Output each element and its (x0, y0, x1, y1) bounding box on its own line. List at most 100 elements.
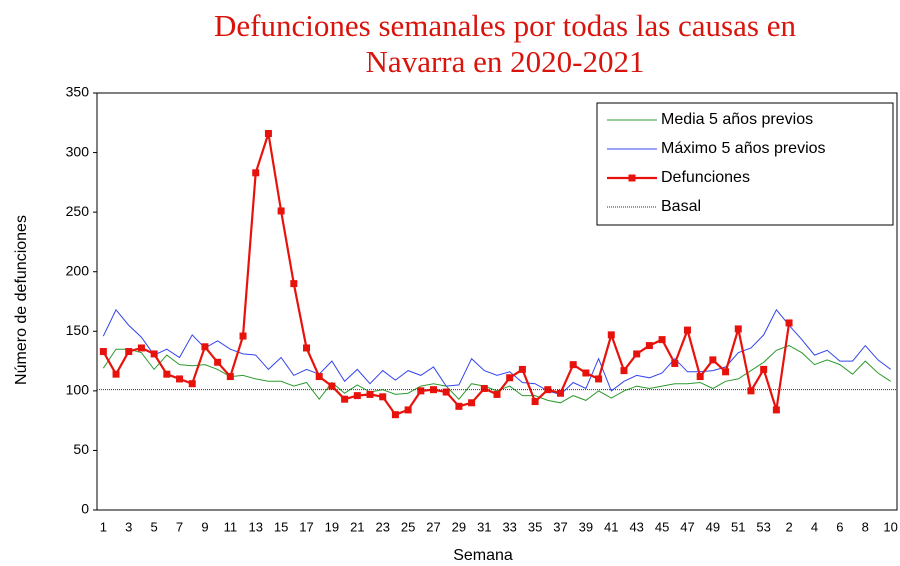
marker (785, 319, 793, 327)
x-tick-label: 47 (680, 519, 694, 534)
marker (163, 370, 171, 378)
x-tick-label: 37 (553, 519, 567, 534)
marker (442, 388, 450, 396)
marker (595, 375, 603, 383)
x-axis-label: Semana (453, 547, 513, 564)
y-tick-label: 300 (66, 143, 90, 159)
marker (734, 325, 742, 333)
marker (353, 392, 361, 400)
marker (264, 130, 272, 138)
marker (645, 342, 653, 350)
marker (150, 350, 158, 358)
x-tick-label: 9 (201, 519, 208, 534)
marker (112, 370, 120, 378)
x-tick-label: 29 (452, 519, 466, 534)
series-line (102, 345, 891, 404)
marker (696, 373, 704, 381)
x-tick-label: 17 (299, 519, 313, 534)
x-tick-label: 2 (785, 519, 792, 534)
marker (328, 382, 336, 390)
marker (125, 348, 133, 356)
marker (556, 389, 564, 397)
x-tick-label: 4 (811, 519, 818, 534)
marker (518, 365, 526, 373)
x-tick-label: 49 (706, 519, 720, 534)
x-tick-label: 19 (325, 519, 339, 534)
x-tick-label: 35 (528, 519, 542, 534)
marker (404, 406, 412, 414)
y-tick-label: 150 (66, 322, 90, 338)
marker (722, 368, 730, 376)
y-tick-label: 250 (66, 203, 90, 219)
marker (772, 406, 780, 414)
x-tick-label: 31 (477, 519, 491, 534)
y-tick-label: 200 (66, 262, 90, 278)
x-tick-label: 21 (350, 519, 364, 534)
marker (760, 365, 768, 373)
marker (455, 402, 463, 410)
marker (277, 207, 285, 215)
x-tick-label: 3 (125, 519, 132, 534)
marker (379, 393, 387, 401)
marker (341, 395, 349, 403)
x-tick-label: 1 (100, 519, 107, 534)
y-axis-label: Número de defunciones (13, 215, 30, 385)
legend-box (596, 102, 894, 226)
x-tick-label: 43 (629, 519, 643, 534)
x-tick-label: 41 (604, 519, 618, 534)
marker (201, 343, 209, 351)
marker (226, 373, 234, 381)
marker (493, 390, 501, 398)
x-tick-label: 51 (731, 519, 745, 534)
x-tick-label: 5 (151, 519, 158, 534)
legend-label: Máximo 5 años previos (661, 140, 826, 157)
marker (214, 358, 222, 366)
marker (315, 373, 323, 381)
marker (252, 169, 260, 177)
marker (671, 359, 679, 367)
x-tick-label: 13 (248, 519, 262, 534)
legend-label: Defunciones (661, 169, 750, 186)
marker (633, 350, 641, 358)
x-tick-label: 6 (836, 519, 843, 534)
legend-marker (628, 174, 636, 182)
legend-label: Basal (661, 198, 701, 215)
marker (709, 356, 717, 364)
marker (658, 336, 666, 344)
marker (480, 384, 488, 392)
marker (582, 369, 590, 377)
marker (239, 332, 247, 340)
series-line (102, 308, 891, 395)
marker (683, 326, 691, 334)
marker (506, 374, 514, 382)
x-tick-label: 11 (224, 519, 238, 534)
x-tick-label: 45 (655, 519, 669, 534)
marker (391, 411, 399, 419)
marker (290, 280, 298, 288)
y-tick-label: 0 (81, 501, 89, 517)
marker (468, 399, 476, 407)
y-tick-label: 100 (66, 382, 90, 398)
marker (417, 387, 425, 395)
marker (620, 367, 628, 375)
x-tick-label: 23 (375, 519, 389, 534)
x-tick-label: 10 (883, 519, 897, 534)
x-tick-label: 8 (862, 519, 869, 534)
x-tick-label: 33 (502, 519, 516, 534)
x-tick-label: 39 (579, 519, 593, 534)
y-tick-label: 50 (73, 441, 89, 457)
marker (607, 331, 615, 339)
legend-label: Media 5 años previos (661, 111, 813, 128)
x-tick-label: 25 (401, 519, 415, 534)
marker (303, 344, 311, 352)
chart-title: Defunciones semanales por todas las caus… (214, 8, 796, 79)
x-tick-label: 53 (756, 519, 770, 534)
marker (569, 361, 577, 369)
x-tick-label: 7 (176, 519, 183, 534)
marker (366, 390, 374, 398)
marker (176, 375, 184, 383)
marker (137, 344, 145, 352)
x-tick-label: 15 (274, 519, 288, 534)
